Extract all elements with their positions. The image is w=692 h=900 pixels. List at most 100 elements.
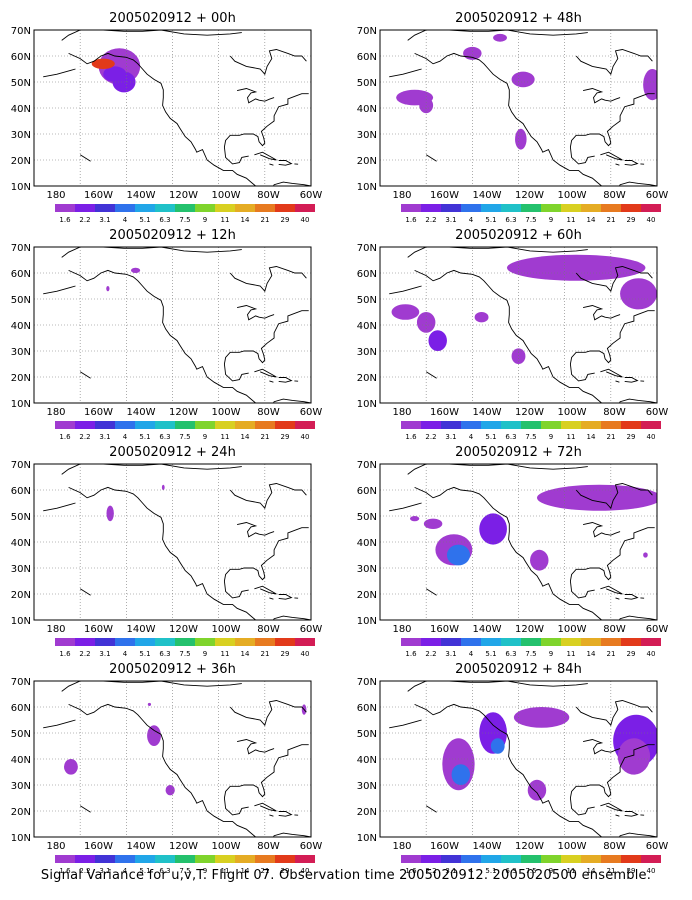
legend-label: 9 (203, 650, 207, 658)
variance-contour (165, 785, 175, 796)
x-tick-label: 160W (430, 190, 459, 201)
legend-label: 14 (241, 433, 250, 441)
coastline (79, 154, 91, 162)
y-tick-label: 10N (357, 833, 377, 844)
y-tick-label: 70N (357, 677, 377, 688)
legend-label: 14 (587, 216, 596, 224)
legend-label: 7.5 (179, 650, 190, 658)
coastline (425, 154, 437, 162)
x-tick-label: 160W (430, 624, 459, 635)
legend-label: 14 (241, 650, 250, 658)
legend-swatch (561, 421, 581, 429)
legend-label: 1.6 (59, 433, 71, 441)
x-tick-label: 80W (257, 841, 280, 852)
legend-swatch (215, 855, 235, 863)
legend-swatch (95, 855, 115, 863)
coastline (600, 151, 623, 161)
variance-contour (130, 267, 141, 273)
legend-swatch (55, 638, 75, 646)
legend-swatch (75, 204, 95, 212)
legend-label: 21 (607, 433, 616, 441)
panel-title: 2005020912 + 12h (109, 228, 236, 243)
legend-label: 7.5 (179, 433, 190, 441)
legend-swatch (175, 421, 195, 429)
y-tick-label: 30N (11, 564, 31, 575)
coastline (615, 597, 620, 600)
variance-contour (64, 759, 78, 775)
variance-contour (617, 738, 651, 775)
legend-label: 14 (587, 433, 596, 441)
variance-contour (530, 549, 549, 571)
map-area (34, 464, 311, 620)
coastline (414, 486, 657, 620)
x-tick-label: 100W (212, 841, 241, 852)
legend-swatch (421, 204, 441, 212)
map-frame (379, 463, 658, 621)
x-tick-label: 160W (84, 841, 113, 852)
y-tick-label: 60N (357, 703, 377, 714)
legend-swatch (501, 421, 521, 429)
variance-contour (513, 707, 570, 728)
map-panel: 2005020912 + 12h 70N 60N 50N 40N 30N 20N 10N 180… (11, 228, 323, 441)
legend-label: 29 (627, 433, 636, 441)
legend-swatch (581, 204, 601, 212)
y-tick-label: 40N (357, 755, 377, 766)
y-tick-label: 50N (357, 78, 377, 89)
panel-title: 2005020912 + 60h (455, 228, 582, 243)
coastline (237, 522, 275, 538)
y-tick-label: 50N (357, 729, 377, 740)
coastline (223, 527, 309, 599)
legend-label: 6.3 (159, 216, 170, 224)
legend-label: 9 (203, 867, 207, 875)
x-tick-label: 120W (169, 190, 198, 201)
legend-swatch (175, 638, 195, 646)
legend-swatch (521, 855, 541, 863)
legend-swatch (461, 204, 481, 212)
coastline (229, 266, 307, 293)
legend-label: 29 (627, 216, 636, 224)
legend-swatch (155, 855, 175, 863)
variance-contour (147, 702, 152, 706)
coastline (229, 483, 307, 510)
x-tick-label: 120W (169, 624, 198, 635)
y-tick-label: 20N (357, 156, 377, 167)
coastline (583, 739, 621, 755)
panel-title: 2005020912 + 24h (109, 445, 236, 460)
legend-label: 5.1 (485, 216, 496, 224)
y-tick-label: 10N (357, 616, 377, 627)
legend-swatch (401, 855, 421, 863)
coastline (624, 594, 639, 600)
x-tick-label: 140W (473, 624, 502, 635)
y-tick-label: 40N (357, 321, 377, 332)
panel-title: 2005020912 + 36h (109, 662, 236, 677)
legend-swatch (95, 421, 115, 429)
map-panel: 2005020912 + 84h 70N 60N 50N 40N 30N 20N 10N 180… (357, 662, 669, 875)
coastline (575, 266, 653, 293)
legend-label: 2.2 (425, 650, 436, 658)
map-panel: 2005020912 + 36h 70N 60N 50N 40N 30N 20N 10N 180… (11, 662, 323, 875)
coastline (583, 88, 621, 104)
map-panel: 2005020912 + 48h 70N 60N 50N 40N 30N 20N 10N 180… (357, 11, 669, 224)
legend-swatch (75, 855, 95, 863)
legend-swatch (255, 421, 275, 429)
x-tick-label: 80W (603, 407, 626, 418)
variance-contour (161, 484, 165, 490)
coastline (407, 30, 588, 41)
map-area (380, 30, 657, 186)
legend-swatch (521, 204, 541, 212)
legend-label: 5.1 (139, 433, 150, 441)
coastline (569, 744, 655, 816)
y-tick-label: 50N (11, 78, 31, 89)
coastline (425, 588, 437, 596)
x-tick-label: 140W (127, 190, 156, 201)
coastline (254, 585, 277, 595)
legend-swatch (481, 638, 501, 646)
legend-swatch (541, 204, 561, 212)
legend-swatch (175, 855, 195, 863)
legend-swatch (95, 638, 115, 646)
x-tick-label: 100W (212, 190, 241, 201)
legend-swatch (541, 855, 561, 863)
x-tick-label: 120W (515, 841, 544, 852)
x-tick-label: 60W (646, 841, 669, 852)
coastline (237, 739, 275, 755)
